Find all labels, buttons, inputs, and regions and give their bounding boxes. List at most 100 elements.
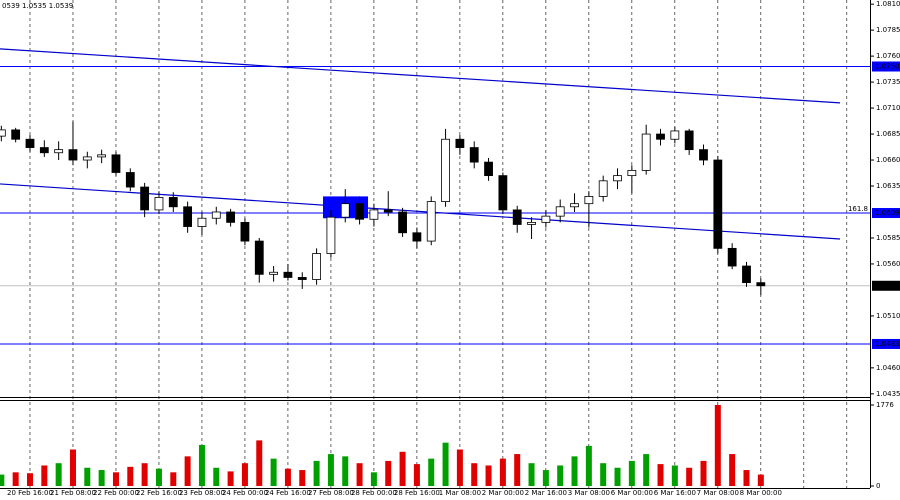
level-label-box <box>872 338 900 349</box>
volume-bar <box>170 472 177 486</box>
volume-bar <box>643 454 650 486</box>
volume-bar <box>299 470 306 486</box>
y-tick-label: 1.0735 <box>876 78 900 86</box>
candle-body <box>369 209 379 220</box>
volume-tick-label: 1776 <box>876 401 894 409</box>
candle-body <box>140 186 150 211</box>
volume-bar <box>284 468 291 486</box>
volume-bar <box>327 454 334 486</box>
volume-bar <box>198 444 205 486</box>
trendline <box>0 48 841 104</box>
last-price-label: 1.0539 <box>875 282 900 290</box>
volume-bar <box>41 465 48 486</box>
candle-body <box>240 221 250 242</box>
x-tick-label: 28 Feb 16:00 <box>394 489 440 497</box>
candle-body <box>541 215 551 223</box>
volume-bar <box>112 472 119 486</box>
candle-body <box>641 133 651 171</box>
x-tick-label: 23 Feb 08:00 <box>179 489 225 497</box>
candle-body <box>82 156 92 161</box>
volume-bar <box>313 460 320 486</box>
candle-body <box>355 203 364 220</box>
volume-bar <box>442 442 449 486</box>
x-tick-label: 1 Mar 08:00 <box>439 489 481 497</box>
candle-body <box>68 149 78 161</box>
volume-bar <box>485 465 492 486</box>
volume-bar <box>69 449 76 486</box>
candle-body <box>39 147 49 154</box>
fibo-label: 161.8 <box>848 205 868 213</box>
volume-bar <box>241 463 248 486</box>
candle-body <box>756 282 766 287</box>
x-tick-label: 21 Feb 08:00 <box>50 489 96 497</box>
candle-body <box>125 172 135 188</box>
volume-bar <box>686 467 693 486</box>
volume-bar <box>714 405 721 486</box>
trendline <box>0 183 841 240</box>
level-label: 1.0750 <box>875 63 900 71</box>
candle-body <box>570 203 579 208</box>
level-label-box <box>872 208 900 219</box>
volume-bar <box>227 471 234 486</box>
x-tick-label: 22 Feb 16:00 <box>136 489 182 497</box>
x-tick-label: 22 Feb 00:00 <box>93 489 139 497</box>
candle-body <box>254 240 264 275</box>
candle-body <box>684 130 694 151</box>
volume-bar <box>671 465 678 486</box>
volume-bar <box>428 458 435 486</box>
volume-bar <box>370 472 377 486</box>
y-tick-label: 1.0810 <box>876 0 900 8</box>
volume-bar <box>657 464 664 486</box>
volume-bar <box>270 458 277 486</box>
y-tick-label: 1.0710 <box>876 104 900 112</box>
volume-bar <box>155 468 162 486</box>
y-tick-label: 1.0760 <box>876 52 900 60</box>
candle-body <box>326 216 336 254</box>
candle-body <box>0 129 6 137</box>
volume-bar <box>456 449 463 486</box>
y-tick-label: 1.0635 <box>876 182 900 190</box>
candle-body <box>154 197 164 211</box>
x-tick-label: 3 Mar 08:00 <box>568 489 610 497</box>
candle-body <box>283 271 293 278</box>
candle-body <box>598 180 608 197</box>
candle-body <box>441 138 450 202</box>
x-tick-label: 27 Feb 08:00 <box>308 489 354 497</box>
candle-body <box>656 133 665 140</box>
volume-bar <box>700 460 707 486</box>
candle-body <box>527 221 536 225</box>
candle-body <box>398 211 407 234</box>
candle-body <box>383 209 393 213</box>
volume-bar <box>141 463 148 486</box>
candle-body <box>498 175 508 211</box>
volume-bar <box>26 473 33 486</box>
candle-body <box>455 138 465 148</box>
volume-bar <box>499 458 506 486</box>
candle-body <box>555 206 565 217</box>
candle-body <box>469 147 479 163</box>
x-tick-label: 24 Feb 16:00 <box>265 489 311 497</box>
x-tick-label: 24 Feb 00:00 <box>222 489 268 497</box>
candle-body <box>312 253 321 280</box>
volume-bar <box>98 470 105 486</box>
candle-body <box>613 175 622 182</box>
x-tick-label: 6 Mar 00:00 <box>611 489 653 497</box>
candle-body <box>713 159 723 249</box>
y-tick-label: 1.0785 <box>876 26 900 34</box>
x-tick-label: 2 Mar 16:00 <box>525 489 567 497</box>
volume-bar <box>600 463 607 486</box>
volume-bar <box>127 466 134 486</box>
y-tick-label: 1.0460 <box>876 364 900 372</box>
volume-bar <box>614 467 621 486</box>
volume-bar <box>12 472 19 486</box>
volume-bar <box>213 467 220 486</box>
candle-body <box>412 232 422 242</box>
x-tick-label: 6 Mar 16:00 <box>654 489 696 497</box>
x-tick-label: 20 Feb 16:00 <box>7 489 53 497</box>
candle-body <box>512 209 522 225</box>
candle-body <box>11 129 21 140</box>
candle-body <box>742 265 751 284</box>
candle-body <box>183 206 193 227</box>
volume-bar <box>184 456 191 486</box>
